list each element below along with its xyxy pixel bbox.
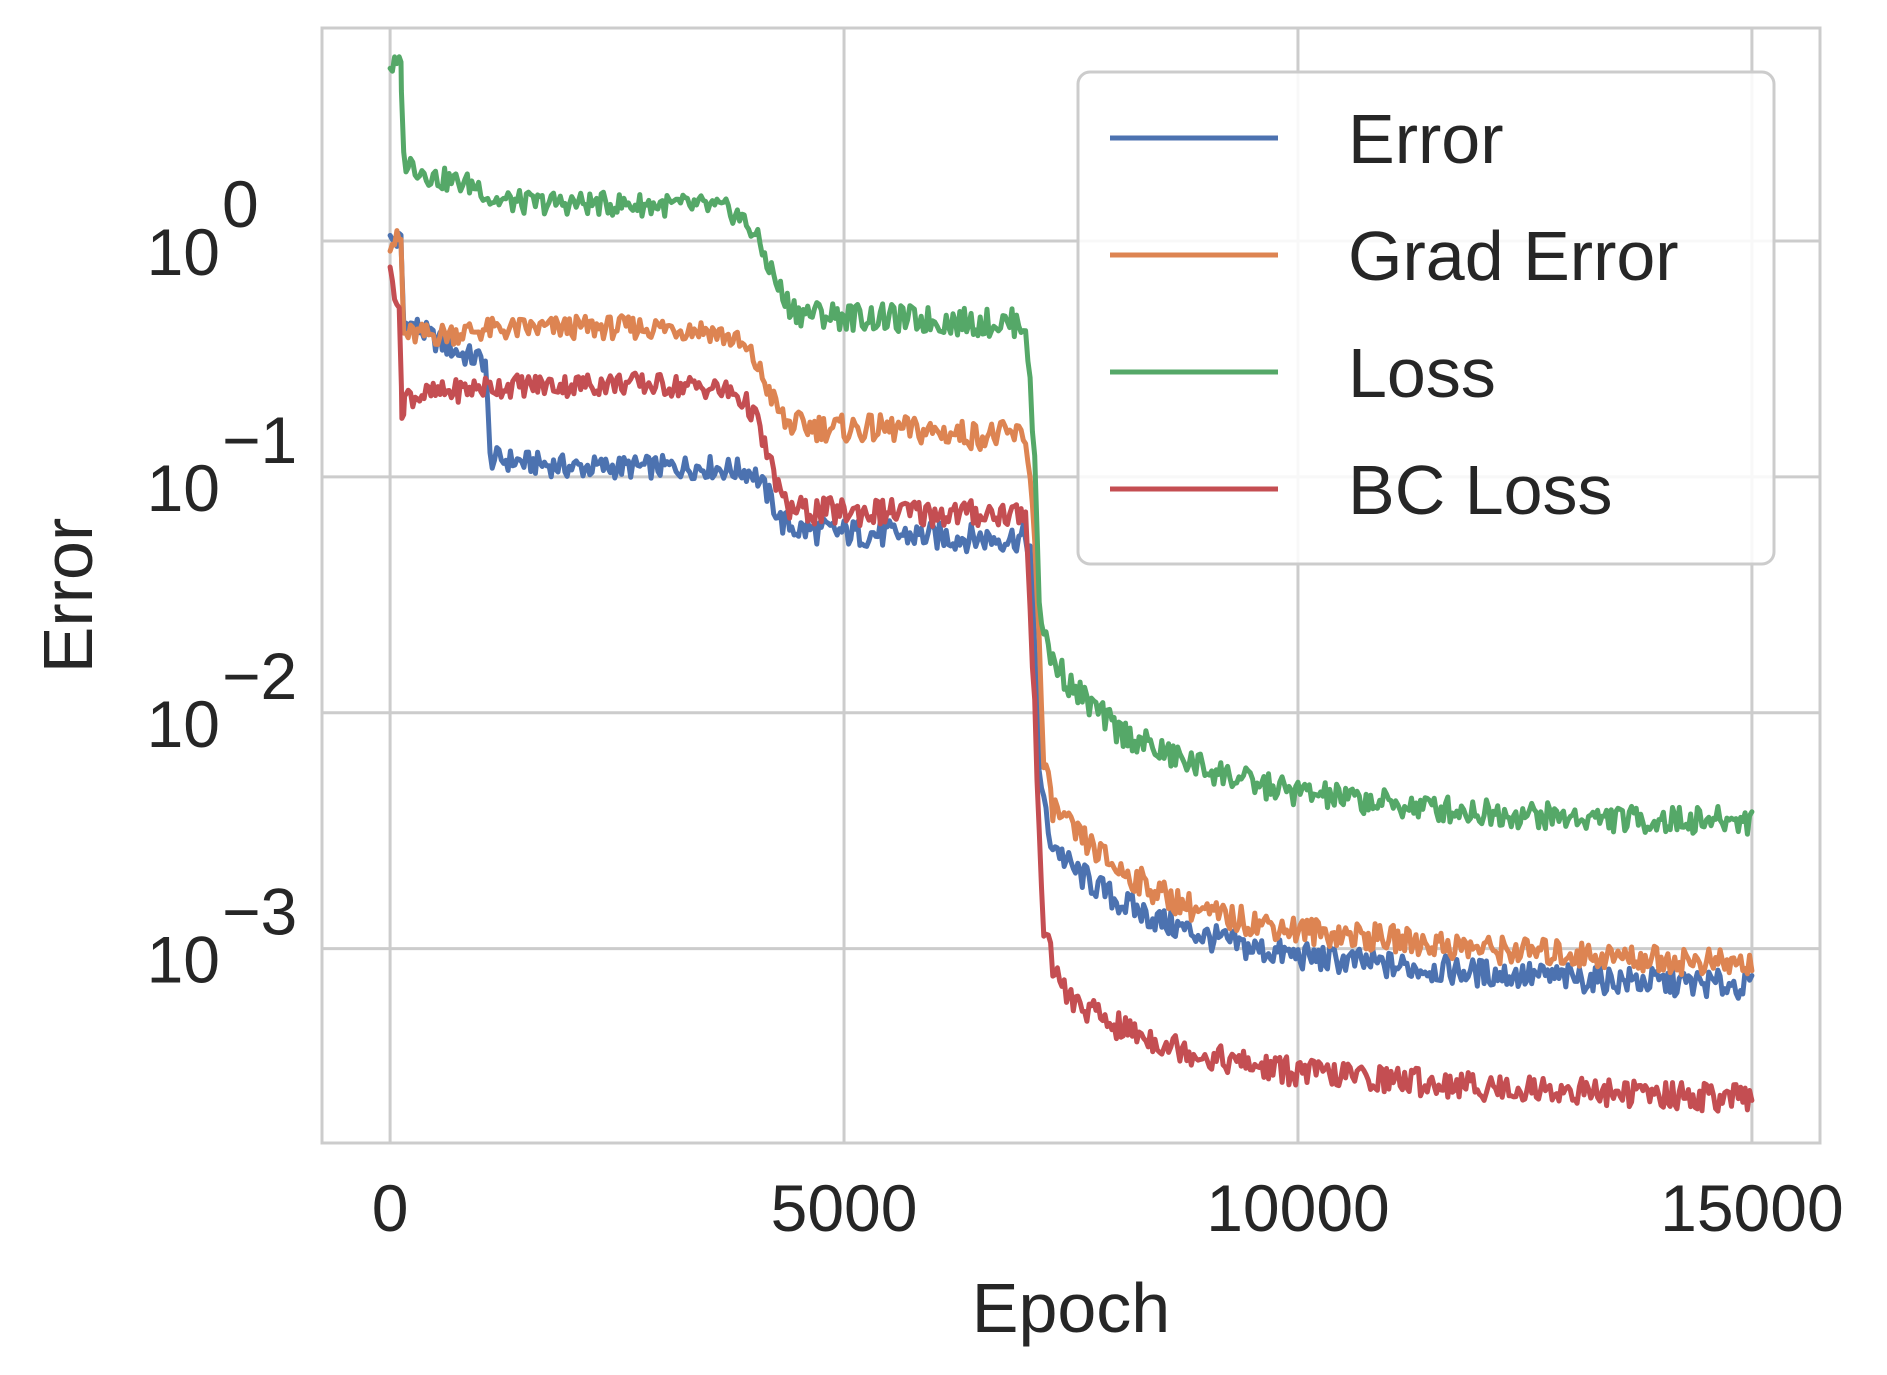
x-tick-label-2: 10000 [1206, 1171, 1390, 1245]
legend-label-loss: Loss [1348, 334, 1496, 412]
legend-label-grad-error: Grad Error [1348, 217, 1679, 295]
series-line-grad-error [387, 228, 1755, 978]
legend-box [1076, 70, 1776, 566]
plot-frame [320, 26, 1822, 1145]
x-tick-label-1: 5000 [771, 1171, 918, 1245]
x-tick-label-0: 0 [372, 1171, 409, 1245]
series-line-error [387, 230, 1755, 1001]
y-tick-label-2: 10 [147, 687, 220, 761]
y-tick-label-3: 10 [147, 923, 220, 997]
y-tick-label-1: 10 [147, 451, 220, 525]
y-tick-exponent-0: 0 [222, 167, 259, 241]
y-tick-label-0: 10 [147, 215, 220, 289]
x-tick-labels: 0 5000 10000 15000 [372, 1171, 1844, 1245]
y-tick-exponent-1: −1 [222, 403, 297, 477]
series-line-loss [387, 54, 1755, 837]
y-tick-exponent-3: −3 [222, 875, 297, 949]
y-axis-label: Error [29, 518, 107, 674]
x-axis-label: Epoch [972, 1269, 1170, 1347]
series-layer [387, 54, 1755, 1114]
series-line-bc-loss [387, 264, 1755, 1114]
y-tick-exponent-2: −2 [222, 639, 297, 713]
x-tick-label-3: 15000 [1660, 1171, 1844, 1245]
legend: Error Grad Error Loss BC Loss [1076, 70, 1776, 566]
legend-label-bc-loss: BC Loss [1348, 451, 1613, 529]
legend-label-error: Error [1348, 100, 1504, 178]
